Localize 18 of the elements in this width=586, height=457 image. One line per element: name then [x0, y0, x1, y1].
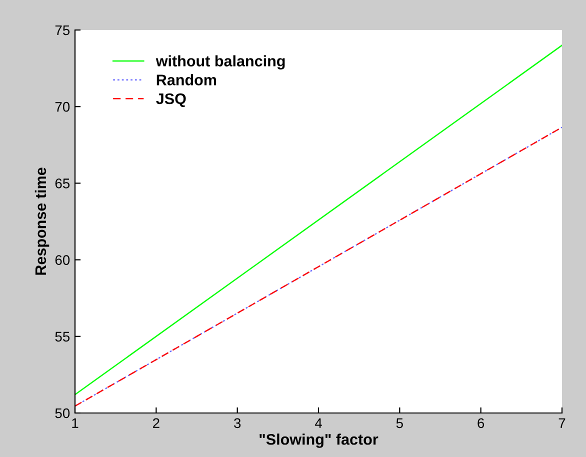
y-tick-label: 55 — [55, 332, 70, 342]
y-tick-label: 65 — [55, 178, 70, 188]
legend-label: without balancing — [156, 55, 285, 70]
y-tick-label: 50 — [55, 408, 70, 418]
y-axis-title: Response time — [34, 168, 50, 275]
y-tick-label: 70 — [55, 102, 70, 112]
y-tick-label: 75 — [55, 25, 70, 36]
y-tick-label: 60 — [55, 255, 70, 265]
x-tick-label: 6 — [478, 418, 484, 428]
x-tick-label: 4 — [314, 418, 322, 428]
x-axis-title: "Slowing" factor — [260, 434, 378, 448]
x-tick-label: 7 — [558, 418, 566, 428]
x-tick-label: 2 — [153, 418, 160, 428]
x-tick-label: 1 — [72, 418, 78, 428]
legend-label: Random — [156, 74, 216, 86]
x-tick-label: 5 — [396, 418, 403, 428]
x-tick-label: 3 — [234, 418, 241, 428]
legend-label: JSQ — [156, 93, 186, 108]
